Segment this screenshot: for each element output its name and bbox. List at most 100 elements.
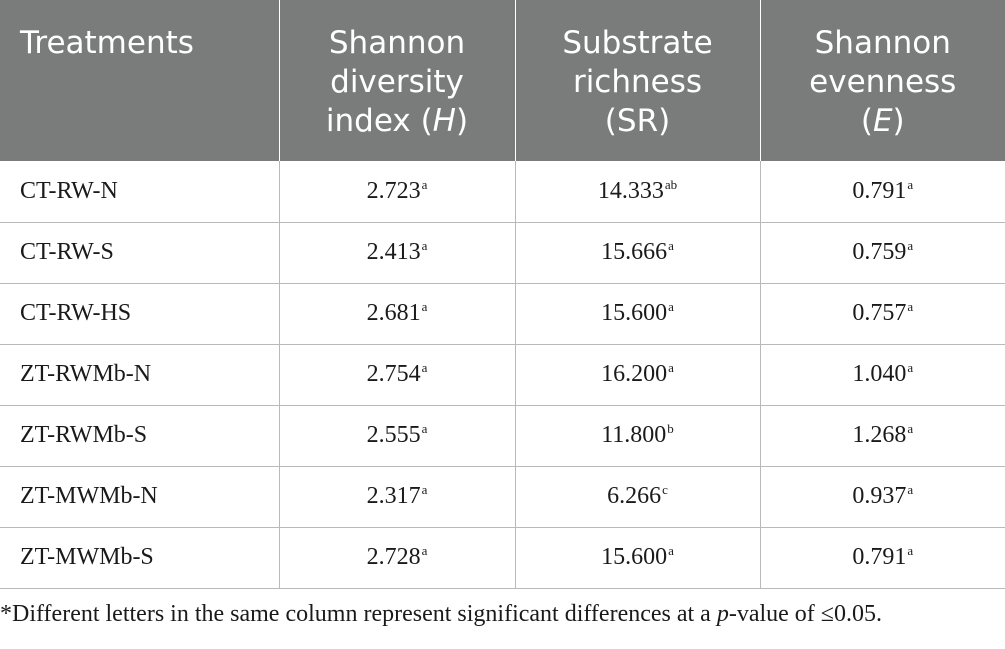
cell-evenness: 1.268a [759, 404, 1005, 466]
cell-value: 0.791 [852, 544, 907, 570]
significance-letter: a [907, 176, 914, 192]
significance-letter: a [421, 299, 428, 314]
cell-value: 14.333 [597, 177, 664, 204]
cell-evenness: 0.937a [759, 465, 1005, 527]
significance-letter: a [421, 482, 428, 497]
cell-sr: 16.200a [514, 343, 760, 405]
cell-shannon-h: 2.555a [278, 404, 515, 466]
cell-sr: 14.333ab [514, 161, 760, 222]
header-line: richness [572, 64, 703, 100]
cell-evenness: 0.791a [759, 526, 1005, 589]
cell-treatment: CT-RW-S [0, 221, 279, 283]
cell-treatment: ZT-MWMb-N [0, 465, 279, 527]
significance-letter: a [668, 238, 674, 253]
significance-letter: b [667, 421, 674, 436]
header-line: Shannon [814, 25, 951, 61]
significance-letter: a [668, 299, 674, 314]
cell-value: 15.600 [601, 300, 668, 326]
table-header: Treatments Shannon diversity index (H) S… [0, 0, 1005, 161]
cell-treatment: CT-RW-HS [0, 282, 279, 344]
significance-letter: a [907, 299, 914, 314]
cell-value: 2.728 [366, 544, 421, 570]
header-suffix: ) [455, 103, 469, 139]
cell-sr: 15.600a [514, 282, 760, 344]
cell-value: 2.681 [366, 300, 421, 326]
footnote-text-end: -value of ≤0.05. [728, 600, 882, 627]
header-line: evenness [809, 64, 957, 100]
cell-treatment: ZT-RWMb-S [0, 404, 279, 466]
table-row: ZT-MWMb-N 2.317a 6.266c 0.937a [0, 465, 1005, 527]
significance-letter: a [907, 482, 914, 497]
table-footnote: *Different letters in the same column re… [0, 601, 1005, 628]
cell-value: 16.200 [601, 361, 668, 387]
header-shannon-evenness: Shannon evenness (E) [759, 0, 1005, 161]
cell-value: 2.555 [366, 422, 421, 448]
header-line: diversity [330, 64, 464, 100]
table-row: CT-RW-N 2.723a 14.333ab 0.791a [0, 161, 1005, 222]
cell-sr: 11.800b [514, 404, 760, 466]
significance-letter: a [907, 543, 914, 558]
cell-evenness: 0.759a [759, 221, 1005, 283]
cell-evenness: 0.757a [759, 282, 1005, 344]
header-line: index (H) [292, 102, 503, 141]
cell-sr: 15.600a [514, 526, 760, 589]
cell-evenness: 0.791a [759, 161, 1005, 222]
cell-sr: 15.666a [514, 221, 760, 283]
cell-shannon-h: 2.723a [278, 161, 515, 222]
table-row: ZT-MWMb-S 2.728a 15.600a 0.791a [0, 526, 1005, 589]
table-body: CT-RW-N 2.723a 14.333ab 0.791a CT-RW-S 2… [0, 161, 1005, 589]
footnote-text: *Different letters in the same column re… [0, 600, 717, 627]
significance-letter: a [421, 360, 428, 375]
diversity-table: Treatments Shannon diversity index (H) S… [0, 0, 1005, 589]
header-line-text: ( [860, 103, 873, 139]
cell-evenness: 1.040a [759, 343, 1005, 405]
significance-letter: a [907, 238, 914, 253]
table-row: ZT-RWMb-S 2.555a 11.800b 1.268a [0, 404, 1005, 466]
cell-shannon-h: 2.413a [278, 221, 515, 283]
header-line: Substrate [562, 25, 713, 61]
cell-value: 2.317 [366, 483, 421, 509]
cell-value: 2.413 [366, 239, 421, 265]
significance-letter: a [907, 360, 914, 375]
cell-value: 6.266 [607, 483, 662, 509]
cell-value: 2.723 [366, 177, 421, 204]
header-line: (SR) [604, 103, 671, 139]
cell-value: 15.600 [601, 544, 668, 570]
cell-treatment: ZT-RWMb-N [0, 343, 279, 405]
significance-letter: a [668, 360, 674, 375]
header-row: Treatments Shannon diversity index (H) S… [0, 0, 1005, 161]
cell-shannon-h: 2.728a [278, 526, 515, 589]
header-treatments: Treatments [0, 0, 279, 161]
significance-letter: a [421, 543, 428, 558]
header-line: (E) [773, 102, 994, 141]
cell-value: 0.757 [852, 300, 907, 326]
cell-shannon-h: 2.317a [278, 465, 515, 527]
header-symbol-e: E [872, 103, 893, 139]
significance-letter: a [421, 421, 428, 436]
significance-letter: a [907, 421, 914, 436]
significance-letter: a [421, 238, 428, 253]
footnote-p-symbol: p [716, 600, 729, 627]
header-substrate-richness: Substrate richness (SR) [514, 0, 760, 161]
significance-letter: a [668, 543, 674, 558]
cell-value: 0.791 [852, 177, 907, 204]
header-line: Shannon [328, 25, 466, 61]
header-shannon-diversity: Shannon diversity index (H) [278, 0, 515, 161]
cell-value: 1.040 [852, 361, 907, 387]
header-symbol-h: H [432, 103, 456, 139]
cell-shannon-h: 2.681a [278, 282, 515, 344]
cell-value: 11.800 [601, 422, 667, 448]
cell-value: 15.666 [601, 239, 668, 265]
significance-letter: a [421, 176, 428, 192]
table-row: CT-RW-S 2.413a 15.666a 0.759a [0, 221, 1005, 283]
cell-value: 2.754 [366, 361, 421, 387]
cell-treatment: ZT-MWMb-S [0, 526, 279, 589]
table-row: ZT-RWMb-N 2.754a 16.200a 1.040a [0, 343, 1005, 405]
cell-value: 0.937 [852, 483, 907, 509]
significance-letter: ab [664, 176, 678, 192]
cell-sr: 6.266c [514, 465, 760, 527]
header-suffix: ) [892, 103, 905, 139]
cell-value: 1.268 [852, 422, 907, 448]
cell-value: 0.759 [852, 239, 907, 265]
header-line: Treatments [20, 25, 194, 61]
